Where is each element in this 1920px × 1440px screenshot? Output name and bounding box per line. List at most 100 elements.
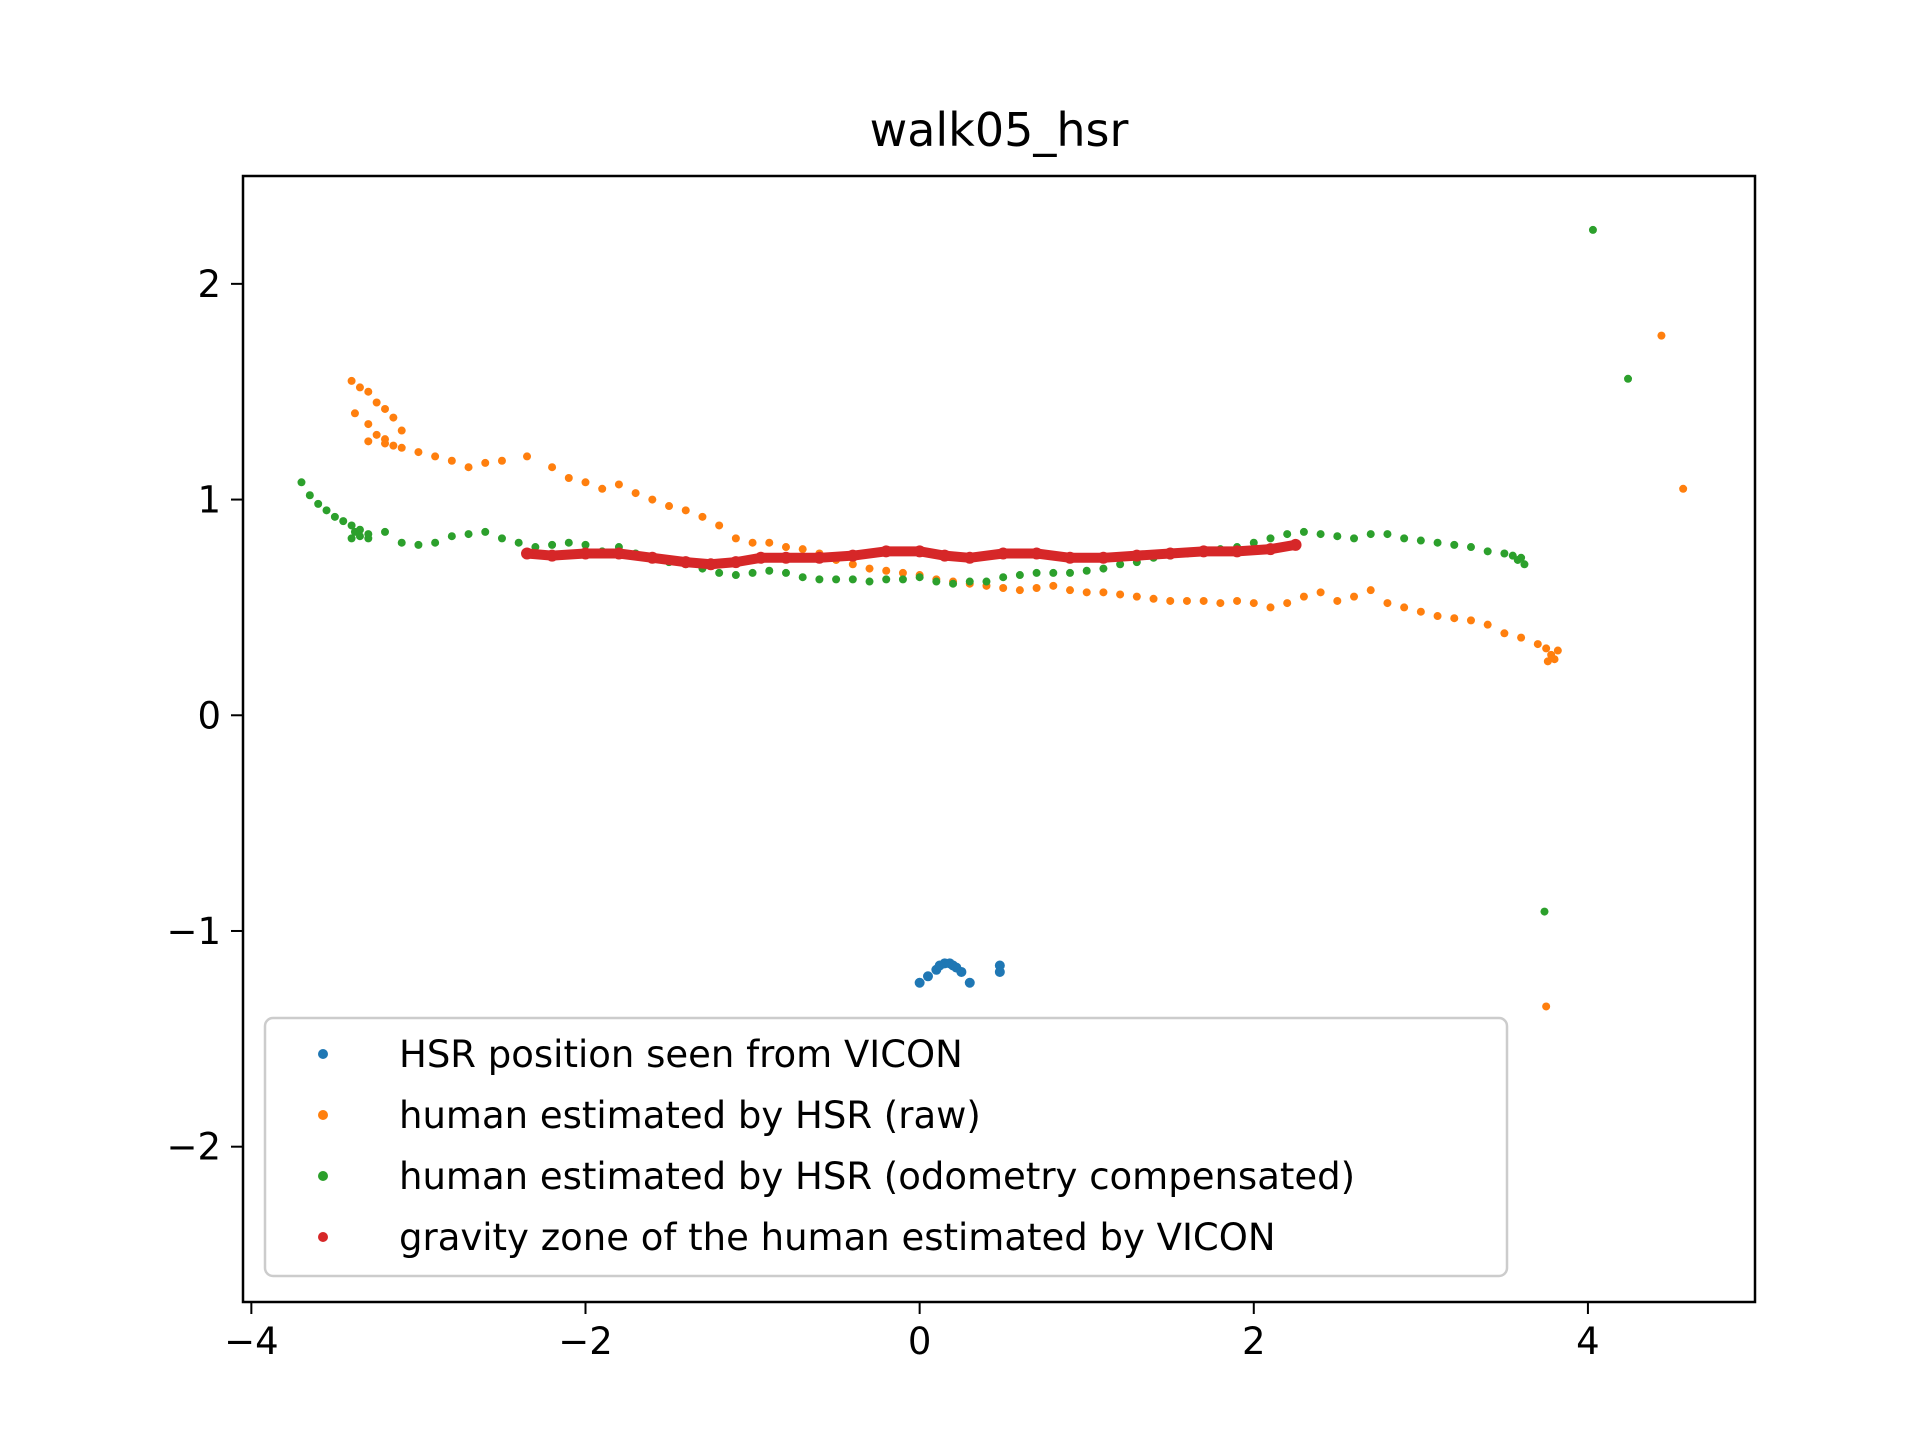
data-point (1266, 534, 1275, 543)
data-point (1015, 586, 1024, 595)
data-point (297, 478, 306, 487)
data-point (1483, 547, 1492, 556)
data-point (631, 489, 640, 498)
data-point (748, 538, 757, 547)
data-point (1588, 225, 1597, 234)
data-point (999, 584, 1008, 593)
data-point (765, 538, 774, 547)
data-point (1433, 538, 1442, 547)
data-point (848, 560, 857, 569)
data-point (815, 575, 824, 584)
data-point (715, 568, 724, 577)
data-point (497, 534, 506, 543)
data-point (581, 540, 590, 549)
data-point (564, 538, 573, 547)
x-tick-label: −4 (224, 1320, 279, 1363)
data-point (397, 443, 406, 452)
data-point (1400, 603, 1409, 612)
data-point (1540, 907, 1549, 916)
data-point (1082, 588, 1091, 597)
series-4 (521, 538, 1302, 571)
data-point (1416, 607, 1425, 616)
y-tick-label: 1 (197, 479, 221, 522)
data-point (350, 409, 359, 418)
data-point (1066, 586, 1075, 595)
data-point (330, 512, 339, 521)
data-point (1450, 614, 1459, 623)
data-point (322, 506, 331, 515)
data-point (1099, 564, 1108, 573)
data-point (999, 573, 1008, 582)
data-point (956, 966, 967, 977)
data-point (1383, 599, 1392, 608)
data-point (1266, 603, 1275, 612)
data-point (1049, 568, 1058, 577)
data-point (1299, 592, 1308, 601)
data-point (1116, 590, 1125, 599)
legend-marker (318, 1232, 328, 1242)
data-point (355, 383, 364, 392)
data-point (865, 577, 874, 586)
data-point (1333, 532, 1342, 541)
series-1 (914, 958, 1005, 988)
data-point (339, 517, 348, 526)
data-point (548, 540, 557, 549)
data-point (372, 398, 381, 407)
legend-marker (318, 1049, 328, 1059)
data-point (381, 404, 390, 413)
data-point (347, 521, 356, 530)
data-point (372, 430, 381, 439)
data-point (698, 512, 707, 521)
data-point (898, 575, 907, 584)
data-point (914, 977, 925, 988)
data-point (1182, 596, 1191, 605)
data-point (748, 568, 757, 577)
data-point (781, 568, 790, 577)
data-point (579, 547, 592, 560)
data-point (731, 534, 740, 543)
data-point (364, 420, 373, 429)
data-point (1316, 530, 1325, 539)
data-point (798, 573, 807, 582)
data-point (1283, 530, 1292, 539)
data-point (1466, 616, 1475, 625)
data-point (397, 426, 406, 435)
data-point (347, 376, 356, 385)
x-tick-label: −2 (558, 1320, 613, 1363)
data-point (397, 538, 406, 547)
data-point (1066, 568, 1075, 577)
legend: HSR position seen from VICON human estima… (263, 1016, 1509, 1278)
data-point (1553, 646, 1562, 655)
data-point (431, 452, 440, 461)
data-point (779, 551, 792, 564)
data-point (1500, 549, 1509, 558)
x-tick-label: 0 (908, 1320, 932, 1363)
data-point (1624, 374, 1633, 383)
data-point (1520, 560, 1529, 569)
data-point (1064, 551, 1077, 564)
data-point (882, 575, 891, 584)
data-point (447, 532, 456, 541)
data-point (1249, 538, 1258, 547)
data-point (704, 558, 717, 571)
y-tick-label: −1 (166, 910, 221, 953)
data-point (665, 502, 674, 511)
data-point (994, 966, 1005, 977)
data-point (781, 543, 790, 552)
data-point (464, 530, 473, 539)
data-point (997, 547, 1010, 560)
data-point (1433, 612, 1442, 621)
data-point (464, 463, 473, 472)
series-3 (297, 225, 1633, 916)
data-point (1149, 594, 1158, 603)
plot-marks (297, 225, 1688, 1011)
data-point (1679, 484, 1688, 493)
data-point (681, 506, 690, 515)
data-point (481, 458, 490, 467)
data-point (355, 532, 364, 541)
data-point (1289, 538, 1302, 551)
data-point (1116, 560, 1125, 569)
data-point (1032, 568, 1041, 577)
data-point (546, 549, 559, 562)
